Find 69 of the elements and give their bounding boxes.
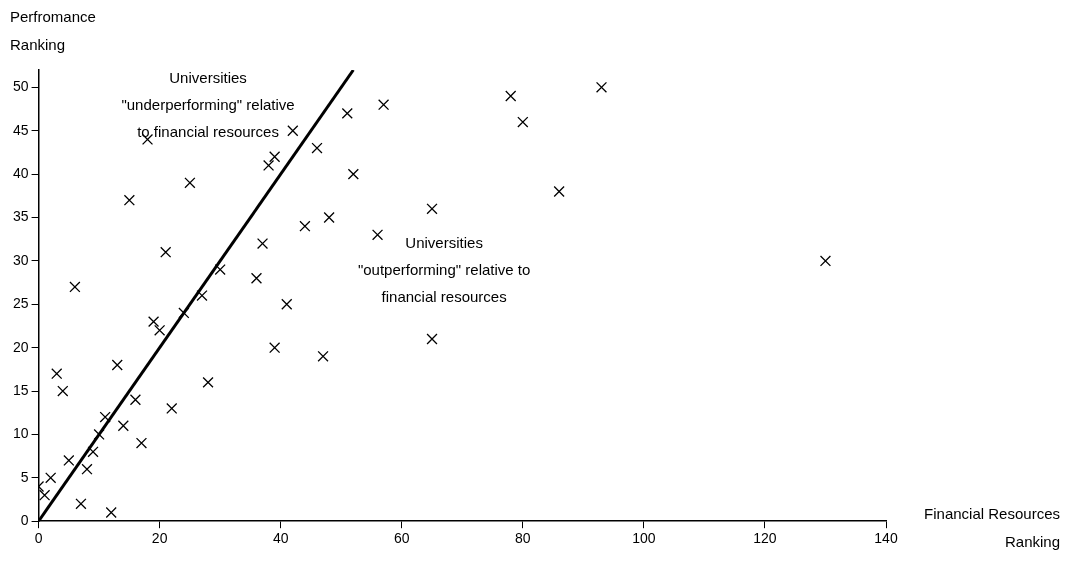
point (371, 229, 384, 241)
point (299, 220, 311, 232)
y-tick-label: 40 (12, 164, 29, 181)
point (505, 90, 517, 102)
x-tick-label: 20 (151, 530, 168, 547)
x-axis-title: Financial Resources Ranking (924, 505, 1060, 551)
y-tick-label: 15 (12, 381, 29, 398)
point (147, 316, 160, 328)
point (281, 298, 293, 310)
y-tick-label: 20 (12, 338, 29, 355)
point (51, 368, 63, 380)
point (135, 437, 148, 449)
point (75, 498, 87, 510)
point (154, 324, 166, 336)
point (39, 489, 51, 501)
point (553, 185, 565, 198)
point (57, 385, 69, 397)
point (129, 394, 142, 406)
y-tick-label: 25 (12, 295, 29, 312)
y-tick-label: 50 (12, 78, 29, 95)
y-tick-label: 0 (20, 512, 29, 529)
point (166, 402, 178, 414)
point (45, 472, 57, 484)
x-tick-label: 120 (753, 530, 777, 547)
point (311, 142, 323, 154)
y-tick-label: 30 (12, 251, 29, 268)
point (117, 420, 129, 432)
point (105, 506, 117, 519)
point (87, 446, 99, 458)
point (184, 177, 196, 189)
point (160, 246, 172, 258)
point (819, 255, 832, 267)
point (317, 350, 329, 362)
point (378, 99, 390, 111)
annotation: Universities "outperforming" relative to financial resources (357, 233, 531, 305)
point (111, 359, 123, 371)
point (426, 333, 438, 345)
point (214, 263, 226, 276)
y-tick-label: 35 (12, 208, 29, 225)
y-tick-label: 5 (20, 468, 29, 485)
x-tick-label: 140 (874, 530, 898, 547)
point (269, 151, 281, 163)
point (347, 168, 359, 180)
y-axis-title: Perfromance Ranking (10, 8, 96, 54)
point (341, 107, 353, 119)
point (262, 159, 275, 172)
point (426, 203, 438, 215)
point (517, 116, 529, 128)
point (196, 290, 208, 302)
y-tick-label: 45 (12, 121, 29, 138)
point (69, 281, 81, 293)
point (202, 376, 214, 388)
point (269, 342, 281, 354)
point (99, 411, 111, 423)
point (81, 463, 93, 475)
point (123, 194, 135, 206)
point (93, 428, 105, 441)
y-tick-label: 10 (12, 425, 29, 442)
point (323, 211, 335, 224)
x-tick-label: 40 (272, 530, 289, 547)
x-tick-label: 80 (515, 530, 531, 547)
x-tick-label: 0 (34, 530, 43, 547)
point (63, 454, 75, 467)
point (256, 237, 269, 250)
x-tick-label: 60 (393, 530, 410, 547)
point (595, 81, 608, 93)
point (287, 125, 299, 137)
x-tick-label: 100 (632, 530, 656, 547)
point (250, 272, 263, 284)
